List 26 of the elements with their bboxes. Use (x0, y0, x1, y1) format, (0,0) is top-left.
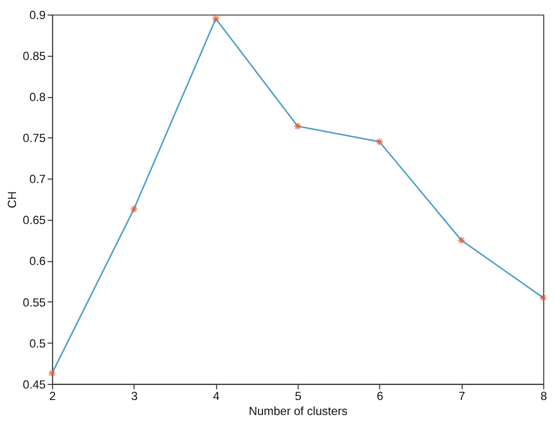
x-tick-label: 2 (49, 390, 56, 404)
y-tick-label: 0.6 (29, 255, 46, 268)
point (294, 122, 302, 130)
point (48, 369, 56, 378)
point (212, 14, 220, 23)
y-tick-label: 0.9 (29, 8, 46, 22)
x-axis-title: Number of clusters (248, 404, 348, 418)
point (375, 138, 384, 146)
x-tick-label: 4 (212, 390, 220, 404)
point (457, 236, 466, 244)
y-tick-label: 0.65 (22, 214, 46, 228)
y-tick-label: 0.55 (22, 296, 46, 310)
point (539, 294, 548, 302)
point (130, 204, 138, 214)
x-tick-label: 5 (294, 390, 302, 404)
x-tick-label: 3 (131, 390, 138, 404)
y-tick-label: 0.45 (22, 378, 46, 392)
y-axis-title: CH (6, 191, 19, 208)
y-tick-label: 0.8 (29, 91, 46, 104)
x-tick-label: 6 (376, 390, 384, 404)
x-tick-label: 8 (540, 390, 548, 404)
y-tick-label: 0.7 (29, 173, 46, 186)
y-tick-label: 0.75 (22, 132, 46, 146)
y-tick-label: 0.85 (22, 50, 46, 64)
x-tick-label: 7 (458, 390, 466, 404)
y-tick-label: 0.5 (29, 337, 46, 350)
